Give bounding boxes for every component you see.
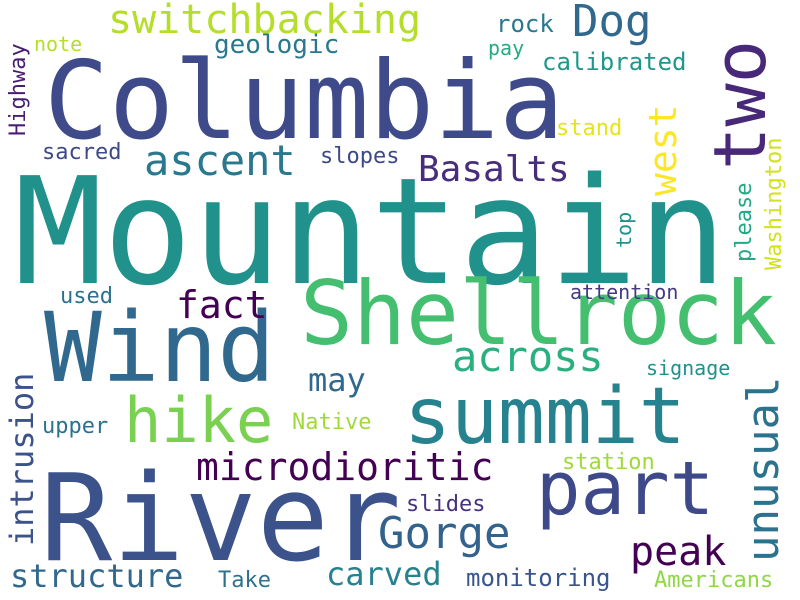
cloud-word: microdioritic xyxy=(196,445,494,489)
cloud-word: Wind xyxy=(44,292,276,404)
cloud-word: Dog xyxy=(572,0,652,47)
cloud-word: Take xyxy=(218,568,271,593)
cloud-word: Shellrock xyxy=(300,262,777,365)
cloud-word: peak xyxy=(630,529,727,575)
cloud-word: upper xyxy=(42,414,109,439)
cloud-word: rock xyxy=(496,10,554,38)
cloud-word: ascent xyxy=(144,136,296,185)
cloud-word: Basalts xyxy=(418,149,570,190)
cloud-word: please xyxy=(732,182,757,262)
cloud-word: sacred xyxy=(42,140,122,165)
cloud-word: geologic xyxy=(214,30,340,60)
cloud-word: River xyxy=(40,450,402,589)
cloud-word: intrusion xyxy=(3,372,41,546)
cloud-word: unusual xyxy=(738,376,789,562)
cloud-word: Americans xyxy=(654,568,774,593)
cloud-word: fact xyxy=(176,283,268,327)
cloud-word: Washington xyxy=(762,137,787,270)
cloud-word: attention xyxy=(570,280,679,304)
cloud-word: Columbia xyxy=(44,39,565,164)
cloud-word: Native xyxy=(292,410,372,435)
cloud-word: monitoring xyxy=(466,564,611,592)
cloud-word: carved xyxy=(326,555,442,593)
cloud-word: top xyxy=(612,211,636,248)
cloud-word: calibrated xyxy=(542,48,687,76)
cloud-word: stand xyxy=(556,116,623,141)
cloud-word: Gorge xyxy=(378,508,511,559)
cloud-word: note xyxy=(34,32,83,56)
cloud-word: part xyxy=(536,446,715,532)
cloud-word: structure xyxy=(10,557,184,595)
cloud-word: signage xyxy=(646,356,731,380)
cloud-word: slides xyxy=(406,492,486,517)
cloud-word: west xyxy=(641,104,685,196)
cloud-word: Highway xyxy=(6,43,31,136)
cloud-word: station xyxy=(562,450,655,475)
cloud-word: summit xyxy=(404,372,686,462)
cloud-word: Mountain xyxy=(14,146,727,318)
cloud-word: across xyxy=(452,332,604,381)
cloud-word: may xyxy=(308,361,366,399)
cloud-word: used xyxy=(60,284,113,309)
cloud-word: slopes xyxy=(320,144,400,169)
cloud-word: hike xyxy=(124,384,274,457)
cloud-word: pay xyxy=(488,36,525,60)
cloud-word: switchbacking xyxy=(108,0,422,43)
